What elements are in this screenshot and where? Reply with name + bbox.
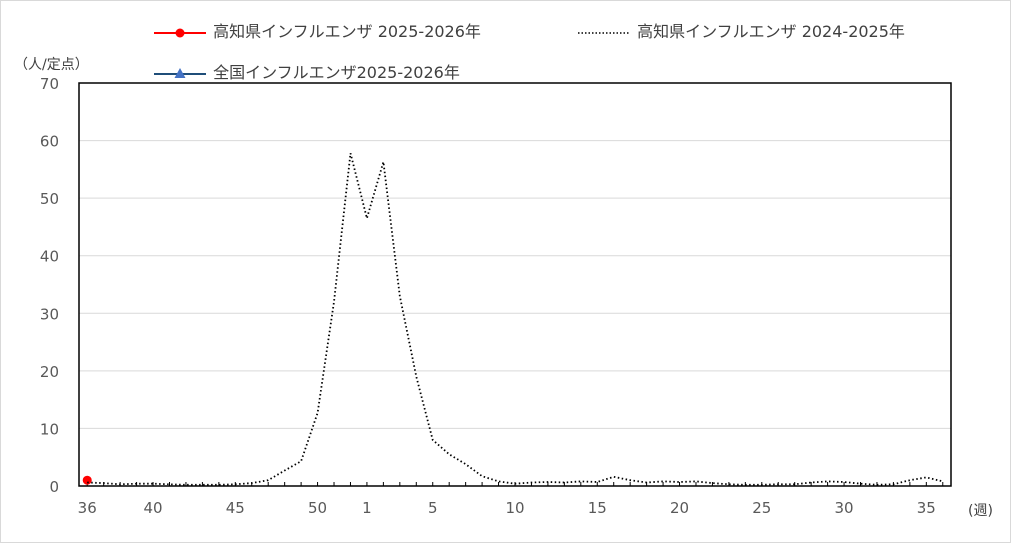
legend-item-kochi-2025: 高知県インフルエンザ 2025-2026年	[152, 18, 481, 44]
legend-label-kochi-2024: 高知県インフルエンザ 2024-2025年	[637, 22, 905, 41]
y-tick-label: 60	[40, 133, 59, 151]
x-tick-label: 15	[588, 499, 607, 517]
legend-item-national-2025: 全国インフルエンザ2025-2026年	[152, 59, 460, 85]
x-tick-label: 10	[505, 499, 524, 517]
x-tick-label: 36	[78, 499, 97, 517]
x-tick-label: 20	[670, 499, 689, 517]
y-tick-label: 20	[40, 363, 59, 381]
y-tick-label: 10	[40, 420, 59, 438]
x-tick-label: 35	[917, 499, 936, 517]
legend-symbol-kochi-2025	[154, 28, 206, 37]
x-tick-label: 25	[752, 499, 771, 517]
y-tick-label: 70	[40, 75, 59, 93]
x-tick-label: 45	[226, 499, 245, 517]
y-tick-label: 40	[40, 248, 59, 266]
plot-area	[78, 82, 952, 487]
x-tick-label: 1	[362, 499, 372, 517]
legend-item-kochi-2024: 高知県インフルエンザ 2024-2025年	[576, 18, 905, 44]
x-tick-label: 30	[835, 499, 854, 517]
series-point-0	[82, 475, 92, 485]
x-tick-label: 50	[308, 499, 327, 517]
y-tick-label: 30	[40, 305, 59, 323]
x-tick-label: 5	[428, 499, 438, 517]
x-tick-label: 40	[143, 499, 162, 517]
x-axis-unit: (週)	[968, 503, 993, 519]
legend-label-national-2025: 全国インフルエンザ2025-2026年	[213, 63, 460, 82]
legend-symbol-national-2025	[154, 67, 206, 78]
legend-label-kochi-2025: 高知県インフルエンザ 2025-2026年	[213, 22, 481, 41]
y-axis-unit: （人/定点）	[14, 57, 89, 73]
series-line-1	[87, 152, 944, 486]
y-tick-label: 0	[49, 478, 59, 496]
legend-symbol-kochi-2024	[578, 31, 630, 34]
y-tick-label: 50	[40, 190, 59, 208]
